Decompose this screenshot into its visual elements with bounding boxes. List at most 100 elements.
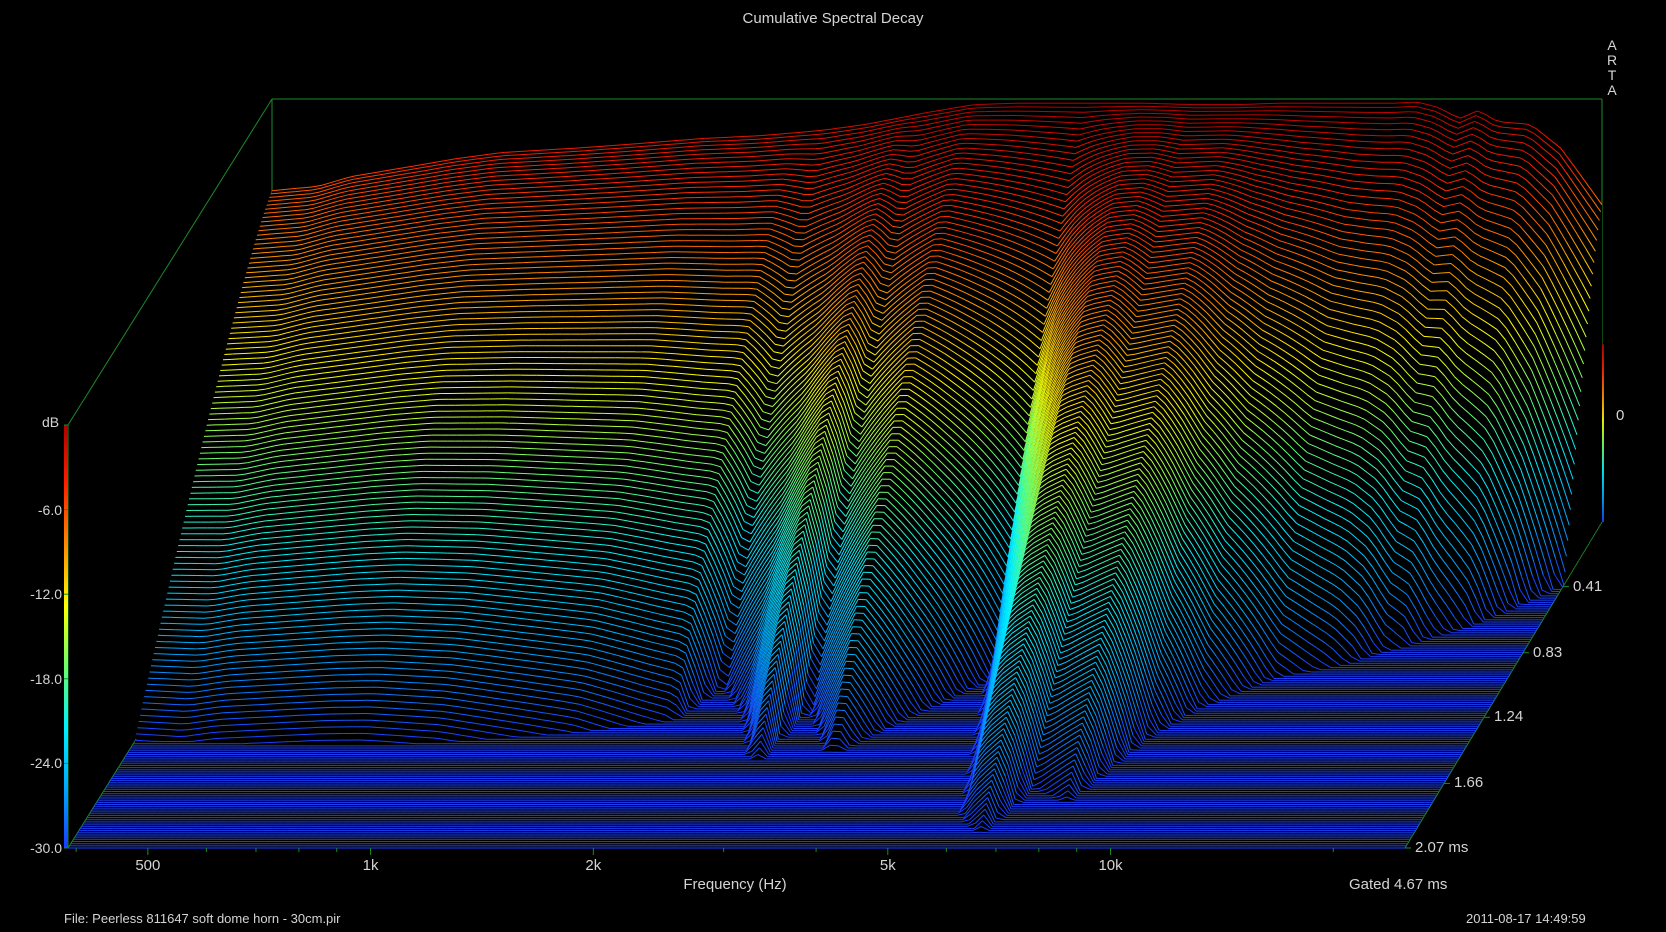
decay-slice-segment [675, 150, 684, 153]
decay-slice-segment [830, 149, 839, 153]
decay-slice-segment [653, 169, 662, 172]
decay-slice-segment [294, 193, 303, 196]
decay-slice-segment [611, 172, 621, 175]
decay-slice-segment [367, 182, 377, 185]
decay-slice-segment [660, 173, 669, 176]
decay-slice-segment [1493, 119, 1503, 123]
decay-slice-segment [1513, 148, 1522, 151]
decay-slice-segment [1265, 143, 1275, 145]
decay-slice-segment [261, 275, 270, 277]
decay-slice-segment [812, 158, 821, 160]
decay-slice-segment [883, 153, 892, 157]
decay-slice-segment [1434, 110, 1443, 116]
decay-slice-segment [464, 200, 474, 203]
decay-slice-segment [456, 175, 465, 178]
decay-slice-segment [1038, 160, 1048, 163]
decay-slice-segment [567, 158, 576, 160]
decay-slice-segment [1022, 158, 1031, 161]
decay-slice-segment [504, 174, 514, 177]
decay-slice-segment [1530, 215, 1540, 226]
decay-slice-segment [960, 108, 969, 111]
decay-slice-segment [1120, 125, 1129, 127]
decay-slice-segment [590, 160, 600, 163]
decay-slice-segment [1491, 176, 1501, 180]
decay-slice-segment [305, 186, 314, 189]
decay-slice-segment [284, 198, 293, 201]
decay-slice-segment [314, 201, 324, 205]
decay-slice-segment [917, 147, 927, 152]
decay-slice-segment [452, 164, 461, 167]
decay-slice-segment [654, 165, 663, 167]
decay-slice-segment [1495, 153, 1505, 156]
decay-slice-segment [614, 191, 623, 193]
decay-slice-segment [932, 121, 942, 124]
decay-slice-segment [1006, 150, 1016, 153]
decay-slice-segment [1300, 141, 1309, 144]
decay-slice-segment [309, 218, 319, 222]
decay-slice-segment [1521, 149, 1531, 156]
decay-slice-segment [1584, 181, 1595, 194]
decay-slice-segment [1590, 208, 1600, 221]
decay-slice-segment [852, 128, 861, 131]
decay-slice-segment [1048, 155, 1057, 158]
decay-slice-segment [638, 194, 647, 197]
decay-slice-segment [1043, 137, 1053, 139]
decay-slice-segment [783, 144, 792, 146]
decay-slice-segment [402, 196, 411, 199]
decay-slice-segment [1136, 178, 1145, 180]
decay-slice-segment [473, 199, 482, 202]
decay-slice-segment [1162, 210, 1172, 212]
decay-slice-segment [1297, 153, 1307, 155]
decay-slice-segment [652, 203, 661, 206]
decay-slice-segment [640, 157, 650, 159]
decay-slice-segment [1446, 136, 1456, 142]
decay-slice-segment [283, 254, 292, 257]
decay-slice-segment [829, 154, 838, 158]
decay-slice-segment [563, 171, 572, 173]
decay-slice-segment [1197, 202, 1206, 205]
decay-slice-segment [863, 142, 873, 146]
decay-slice-segment [953, 106, 962, 109]
decay-slice-segment [972, 153, 981, 155]
decay-slice-segment [1173, 199, 1183, 202]
decay-slice-segment [1560, 207, 1570, 222]
decay-slice-segment [410, 194, 420, 198]
decay-slice-segment [661, 169, 670, 171]
decay-slice-segment [1531, 146, 1541, 155]
decay-slice-segment [1034, 142, 1043, 144]
decay-slice-segment [791, 174, 801, 176]
decay-slice-segment [258, 315, 268, 317]
decay-slice-segment [1026, 141, 1035, 143]
decay-slice-segment [1473, 175, 1483, 183]
frame-left-diagonal-top [67, 98, 273, 426]
decay-slice-segment [466, 170, 475, 173]
decay-slice-segment [284, 249, 294, 252]
decay-slice-segment [299, 225, 309, 228]
decay-slice-segment [854, 149, 863, 153]
decay-slice-segment [1074, 149, 1084, 155]
decay-slice-segment [1449, 165, 1459, 169]
decay-slice-segment [1286, 129, 1295, 132]
decay-slice-segment [519, 153, 529, 156]
decay-slice-segment [1328, 132, 1337, 134]
decay-slice-segment [1503, 154, 1513, 158]
decay-slice-segment [295, 213, 305, 216]
decay-slice-segment [659, 147, 669, 150]
decay-slice-segment [321, 202, 331, 207]
decay-slice-segment [1085, 135, 1095, 139]
decay-slice-segment [758, 146, 767, 148]
decay-slice-segment [553, 151, 562, 154]
decay-slice-segment [1082, 116, 1091, 119]
decay-slice-segment [291, 201, 300, 204]
decay-slice-segment [1582, 270, 1592, 287]
decay-slice-segment [579, 170, 589, 172]
decay-slice-segment [1415, 158, 1425, 163]
decay-slice-segment [1171, 209, 1180, 212]
decay-slice-segment [288, 235, 298, 238]
decay-slice-segment [650, 152, 659, 155]
decay-slice-segment [1187, 179, 1196, 182]
decay-slice-segment [1380, 212, 1389, 215]
decay-slice-segment [303, 189, 313, 192]
decay-slice-segment [442, 169, 451, 172]
decay-slice-segment [1545, 244, 1555, 261]
